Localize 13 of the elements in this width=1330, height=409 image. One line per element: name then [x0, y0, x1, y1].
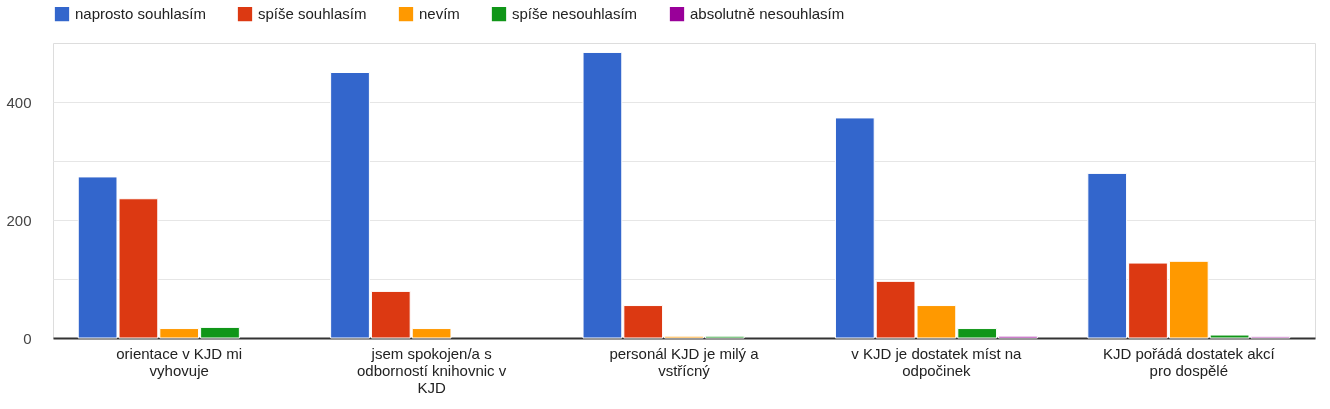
legend-label: naprosto souhlasím	[75, 5, 206, 23]
legend-label: nevím	[419, 5, 460, 23]
legend-label: spíše souhlasím	[258, 5, 367, 23]
x-tick-label: KJD pořádá dostatek akcí pro dospělé	[1102, 344, 1276, 379]
legend-label: spíše nesouhlasím	[512, 5, 638, 23]
x-tick-label: v KJD je dostatek míst na odpočinek	[851, 344, 1023, 379]
x-tick-label: orientace v KJD mi vyhovuje	[116, 344, 243, 379]
x-tick-label: jsem spokojen/a s odborností knihovnic v KJD	[356, 344, 507, 396]
y-tick-label: 200	[6, 211, 32, 229]
y-tick-label: 0	[23, 329, 32, 347]
x-tick-label: personál KJD je milý a vstřícný	[609, 344, 760, 379]
legend-label: absolutně nesouhlasím	[690, 5, 845, 23]
y-tick-label: 400	[6, 93, 32, 111]
